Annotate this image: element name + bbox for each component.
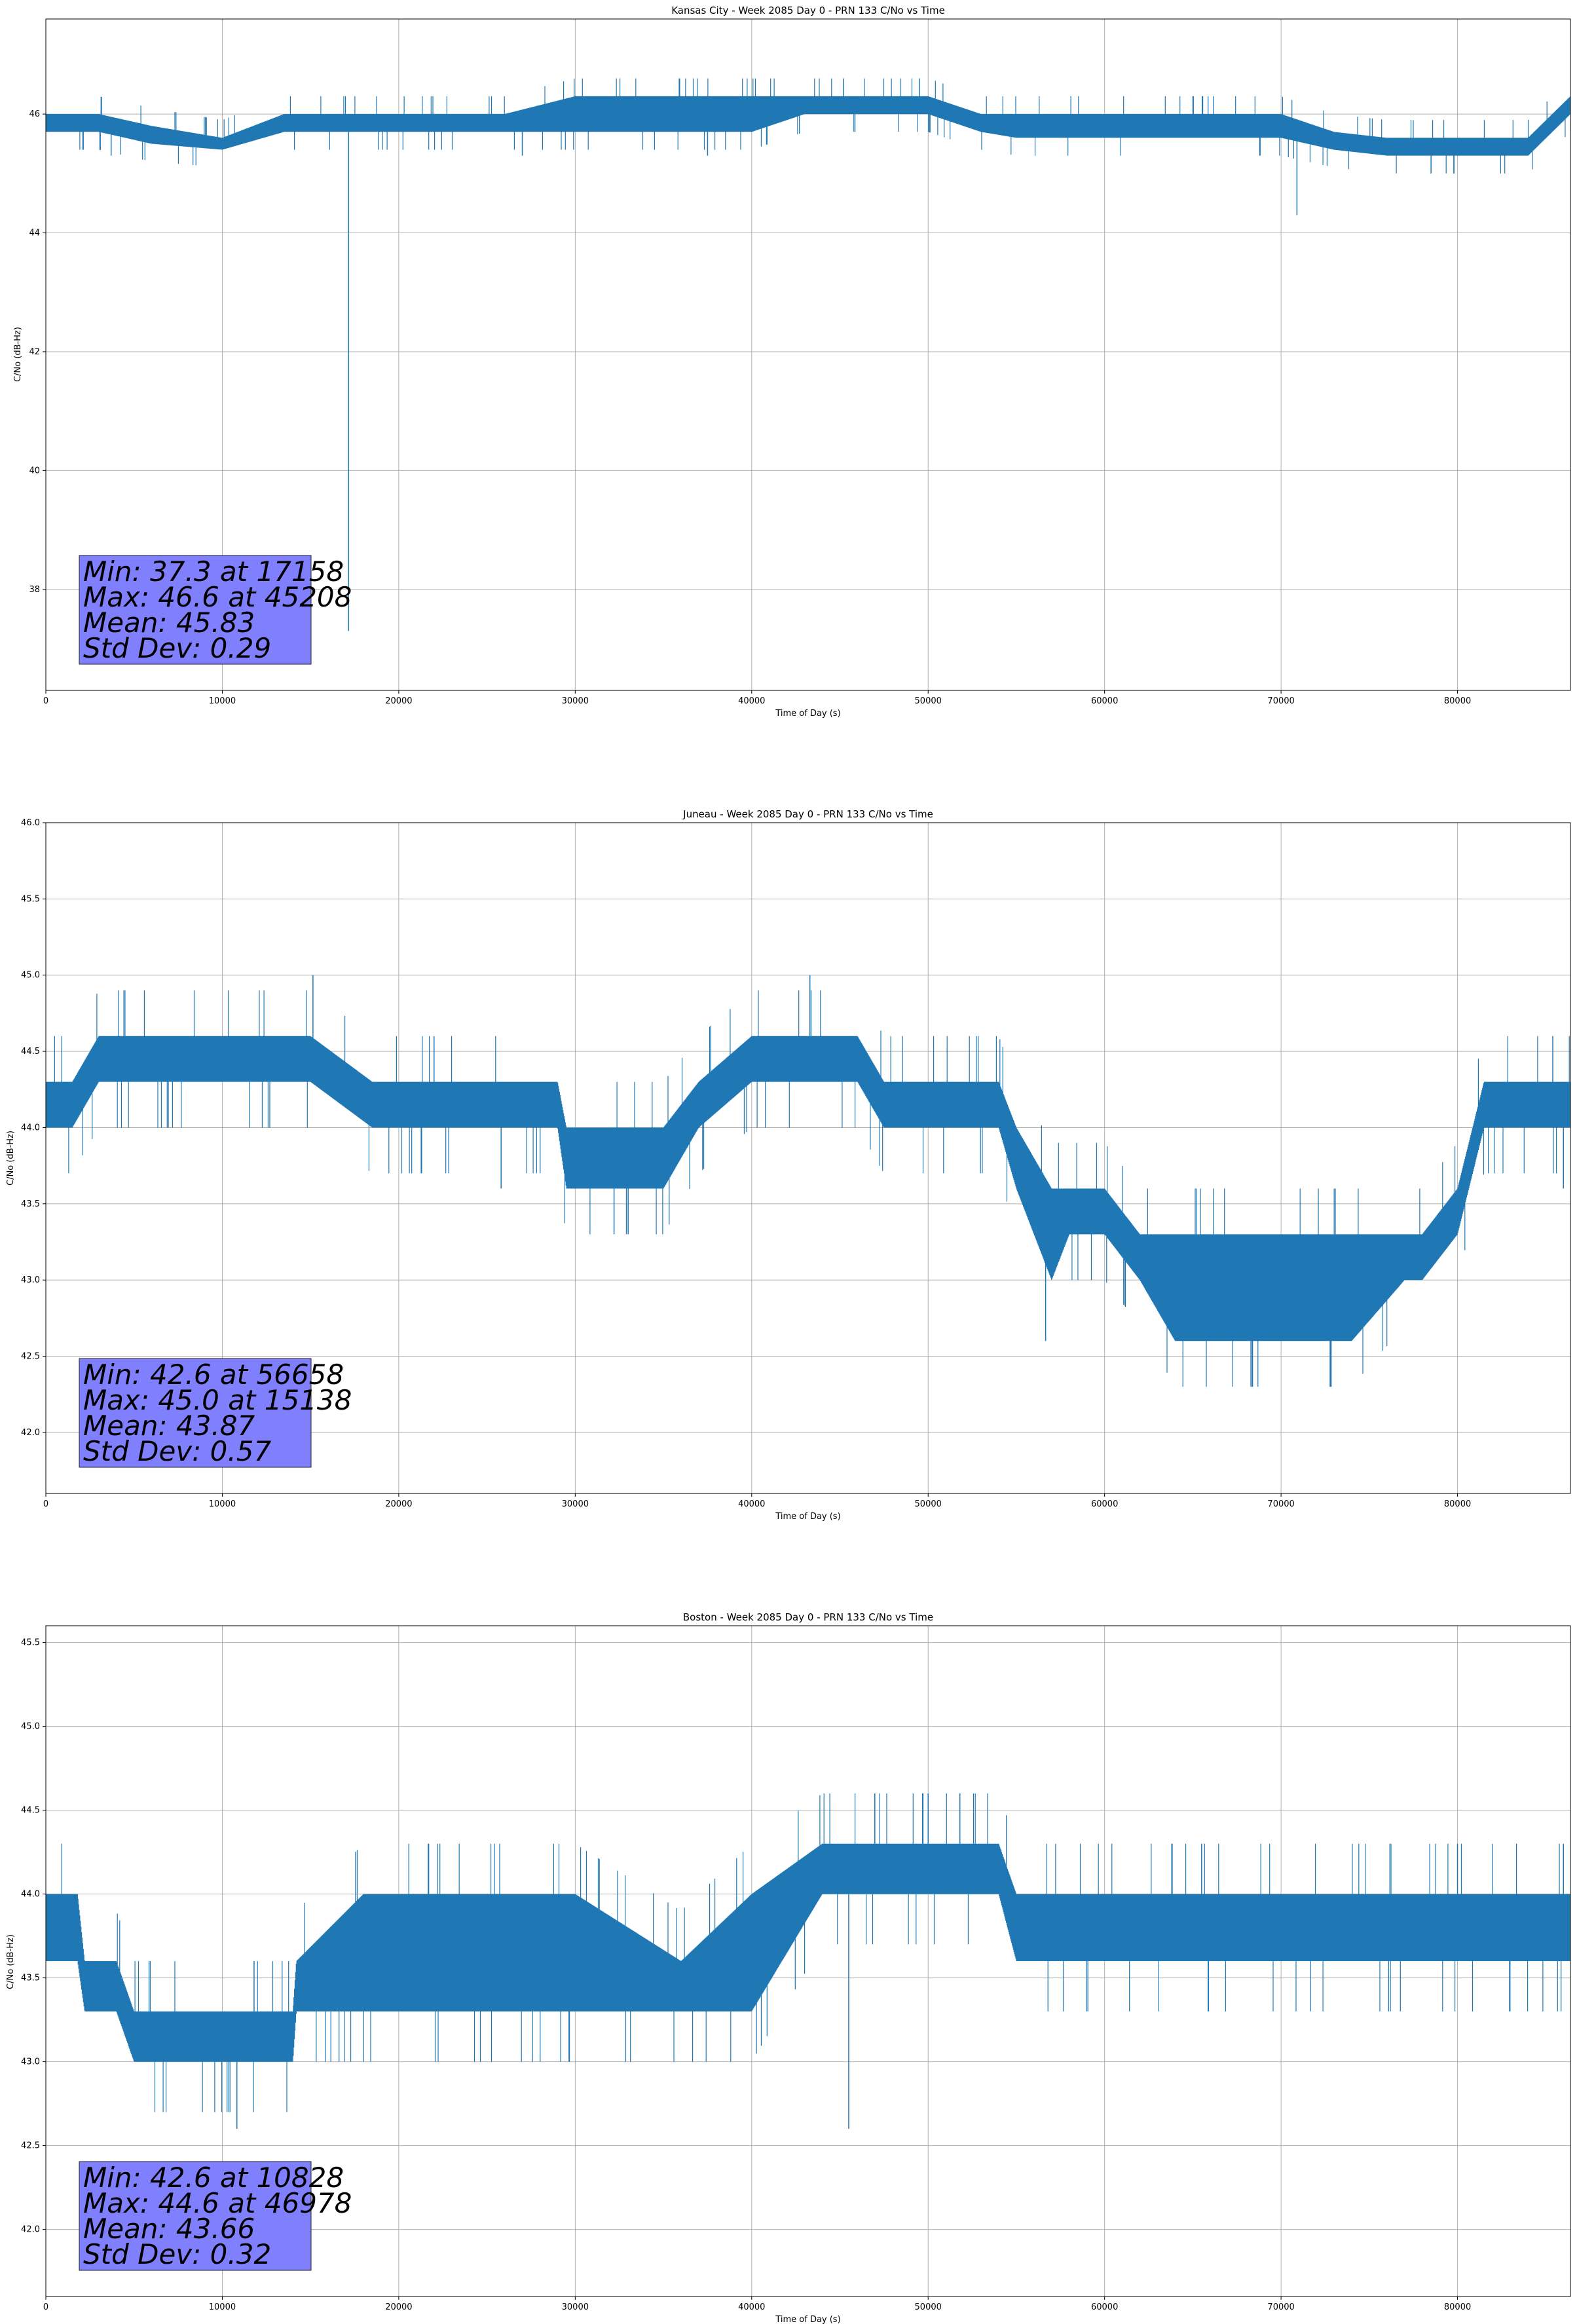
x-ticks: 0 10000 20000 30000 40000 50000 60000 70000 8000…	[43, 2296, 1471, 2312]
y-axis-label: C/No (dB-Hz)	[6, 1131, 16, 1186]
plot-area: 0 10000 20000 30000 40000 50000 60000 70000 8000…	[21, 818, 1571, 1509]
y-tick-label: 40	[29, 466, 40, 476]
y-tick-label: 42.5	[21, 2141, 40, 2151]
cno-series-band	[46, 1793, 1570, 2112]
cno-series-band	[46, 990, 1570, 1387]
chart-panel-juneau: Juneau - Week 2085 Day 0 - PRN 133 C/No …	[6, 808, 1571, 1522]
x-tick-label: 10000	[209, 2302, 236, 2312]
chart-title: Boston - Week 2085 Day 0 - PRN 133 C/No …	[683, 1611, 933, 1623]
y-tick-label: 45.0	[21, 1722, 40, 1732]
x-tick-label: 70000	[1267, 696, 1294, 706]
y-tick-label: 44.0	[21, 1123, 40, 1133]
x-tick-label: 20000	[385, 696, 412, 706]
axes-frame	[45, 1625, 1571, 2297]
stats-max: Max: 45.0 at 15138	[83, 1384, 352, 1416]
axes-frame	[45, 18, 1571, 691]
y-tick-label: 44.0	[21, 1890, 40, 1900]
x-tick-label: 80000	[1444, 2302, 1471, 2312]
x-tick-label: 0	[43, 2302, 48, 2312]
stats-max: Max: 44.6 at 46978	[83, 2187, 352, 2219]
x-tick-label: 70000	[1267, 1499, 1294, 1509]
x-tick-label: 60000	[1091, 696, 1118, 706]
stats-box-background	[79, 1358, 312, 1468]
stats-mean: Mean: 45.83	[83, 607, 255, 639]
y-tick-label: 42	[29, 347, 40, 357]
stats-box: Min: 42.6 at 10828 Max: 44.6 at 46978 Me…	[79, 2161, 352, 2271]
y-ticks: 38 40 42 44 46	[29, 109, 46, 595]
y-tick-label: 45.5	[21, 894, 40, 904]
x-ticks: 0 10000 20000 30000 40000 50000 60000 70000 8000…	[43, 1493, 1471, 1509]
chart-panel-boston: Boston - Week 2085 Day 0 - PRN 133 C/No …	[6, 1611, 1571, 2324]
y-tick-label: 44.5	[21, 1047, 40, 1057]
x-tick-label: 30000	[562, 2302, 589, 2312]
y-axis-label: C/No (dB-Hz)	[13, 327, 23, 382]
stats-box: Min: 42.6 at 56658 Max: 45.0 at 15138 Me…	[79, 1358, 352, 1468]
x-tick-label: 40000	[738, 696, 765, 706]
stats-max: Max: 46.6 at 45208	[83, 581, 352, 613]
x-tick-label: 50000	[915, 1499, 942, 1509]
y-tick-label: 42.0	[21, 2225, 40, 2235]
chart-title: Kansas City - Week 2085 Day 0 - PRN 133 …	[671, 5, 945, 16]
stats-min: Min: 37.3 at 17158	[83, 555, 344, 588]
x-tick-label: 40000	[738, 1499, 765, 1509]
chart-panel-kansas-city: Kansas City - Week 2085 Day 0 - PRN 133 …	[13, 5, 1571, 719]
x-tick-label: 50000	[915, 2302, 942, 2312]
x-tick-label: 60000	[1091, 2302, 1118, 2312]
y-tick-label: 45.0	[21, 971, 40, 981]
y-tick-label: 44	[29, 229, 40, 238]
stats-min: Min: 42.6 at 56658	[83, 1359, 344, 1391]
y-tick-label: 38	[29, 585, 40, 595]
y-tick-label: 43.0	[21, 1275, 40, 1285]
x-ticks: 0 10000 20000 30000 40000 50000 60000 70000 8000…	[43, 690, 1471, 706]
stats-mean: Mean: 43.66	[83, 2213, 255, 2245]
x-tick-label: 30000	[562, 696, 589, 706]
cno-series-band	[46, 78, 1570, 174]
stats-box: Min: 37.3 at 17158 Max: 46.6 at 45208 Me…	[79, 555, 352, 665]
x-tick-label: 20000	[385, 2302, 412, 2312]
y-ticks: 42.0 42.5 43.0 43.5 44.0 44.5 45.0 45.5 46.0	[21, 818, 46, 1438]
y-tick-label: 46	[29, 109, 40, 119]
x-tick-label: 70000	[1267, 2302, 1294, 2312]
stats-mean: Mean: 43.87	[83, 1410, 255, 1442]
y-tick-label: 46.0	[21, 818, 40, 828]
y-tick-label: 43.5	[21, 1199, 40, 1209]
stats-std: Std Dev: 0.57	[83, 1435, 271, 1467]
spikes	[236, 1793, 1564, 2129]
chart-title: Juneau - Week 2085 Day 0 - PRN 133 C/No …	[682, 808, 933, 820]
stats-std: Std Dev: 0.29	[83, 632, 271, 664]
axes-frame	[45, 822, 1571, 1494]
x-axis-label: Time of Day (s)	[775, 2315, 840, 2324]
x-tick-label: 10000	[209, 696, 236, 706]
x-tick-label: 80000	[1444, 696, 1471, 706]
x-tick-label: 20000	[385, 1499, 412, 1509]
x-tick-label: 50000	[915, 696, 942, 706]
y-tick-label: 45.5	[21, 1638, 40, 1648]
stats-box-background	[79, 555, 312, 665]
y-tick-label: 44.5	[21, 1806, 40, 1816]
spikes	[312, 975, 1564, 1341]
stats-min: Min: 42.6 at 10828	[83, 2162, 344, 2194]
y-tick-label: 42.0	[21, 1428, 40, 1438]
y-ticks: 42.0 42.5 43.0 43.5 44.0 44.5 45.0 45.5	[21, 1638, 46, 2235]
y-tick-label: 43.5	[21, 1974, 40, 1983]
stats-box-background	[79, 2161, 312, 2271]
y-tick-label: 42.5	[21, 1352, 40, 1362]
stats-std: Std Dev: 0.32	[83, 2238, 271, 2270]
x-tick-label: 60000	[1091, 1499, 1118, 1509]
plot-area: 0 10000 20000 30000 40000 50000 60000 70000 8000…	[29, 18, 1571, 706]
x-tick-label: 10000	[209, 1499, 236, 1509]
x-tick-label: 80000	[1444, 1499, 1471, 1509]
x-axis-label: Time of Day (s)	[775, 709, 840, 719]
spikes	[110, 78, 1455, 631]
x-tick-label: 0	[43, 1499, 48, 1509]
x-tick-label: 40000	[738, 2302, 765, 2312]
y-tick-label: 43.0	[21, 2057, 40, 2067]
y-axis-label: C/No (dB-Hz)	[6, 1934, 16, 1989]
x-tick-label: 30000	[562, 1499, 589, 1509]
x-axis-label: Time of Day (s)	[775, 1512, 840, 1522]
x-tick-label: 0	[43, 696, 48, 706]
